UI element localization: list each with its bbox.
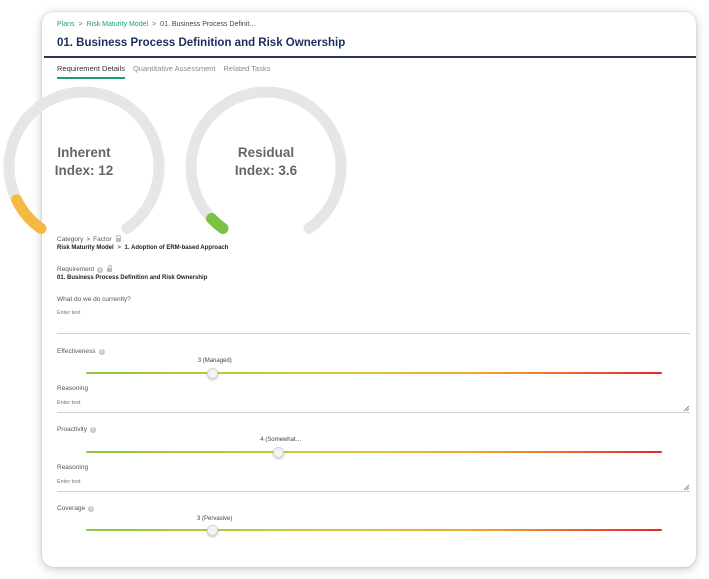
coverage-slider-track[interactable] bbox=[86, 529, 662, 531]
inherent-label-title: Inherent bbox=[57, 145, 111, 160]
chevron-right-icon: > bbox=[117, 245, 121, 251]
page-title: 01. Business Process Definition and Risk… bbox=[57, 37, 346, 49]
info-icon[interactable]: i bbox=[88, 505, 95, 512]
reasoning-2-input[interactable] bbox=[57, 477, 677, 487]
coverage-label-text: Coverage bbox=[57, 505, 86, 512]
tab-bar: Requirement Details Quantitative Assessm… bbox=[57, 64, 270, 79]
breadcrumb: Plans > Risk Maturity Model > 01. Busine… bbox=[57, 21, 256, 28]
inherent-index-label: Inherent Index: 12 bbox=[34, 144, 134, 180]
effectiveness-label: Effectiveness i bbox=[57, 348, 105, 355]
info-icon[interactable]: i bbox=[98, 348, 105, 355]
tab-requirement-details[interactable]: Requirement Details bbox=[57, 64, 125, 79]
inherent-label-value: Index: 12 bbox=[54, 163, 114, 178]
category-factor-label: Category > Factor bbox=[57, 235, 121, 243]
requirement-value: 01. Business Process Definition and Risk… bbox=[57, 275, 208, 281]
coverage-value: 3 (Pervasive) bbox=[197, 516, 233, 522]
reasoning-1-label-text: Reasoning bbox=[57, 385, 89, 392]
effectiveness-slider-track[interactable] bbox=[86, 372, 662, 374]
current-practice-label: What do we do currently? bbox=[57, 296, 131, 303]
reasoning-1-input[interactable] bbox=[57, 398, 677, 408]
reasoning-1-label: Reasoning bbox=[57, 385, 88, 392]
factor-label: Factor bbox=[93, 236, 112, 243]
residual-label-value: Index: 3.6 bbox=[234, 163, 298, 178]
category-value: Risk Maturity Model bbox=[57, 245, 114, 251]
proactivity-slider-thumb[interactable] bbox=[273, 447, 285, 458]
residual-index-label: Residual Index: 3.6 bbox=[216, 144, 316, 180]
current-practice-underline bbox=[57, 333, 690, 334]
tab-related-tasks[interactable]: Related Tasks bbox=[223, 64, 271, 73]
current-practice-input[interactable] bbox=[57, 308, 677, 318]
coverage-label: Coverage i bbox=[57, 505, 95, 512]
category-factor-value: Risk Maturity Model > 1. Adoption of ERM… bbox=[57, 245, 228, 251]
resize-handle-icon[interactable] bbox=[684, 485, 689, 490]
category-label: Category bbox=[57, 236, 84, 243]
requirement-label: Requirement i bbox=[57, 265, 113, 273]
lock-icon bbox=[115, 235, 121, 242]
proactivity-label-text: Proactivity bbox=[57, 426, 87, 433]
info-icon[interactable]: i bbox=[89, 426, 96, 433]
info-icon[interactable]: i bbox=[97, 266, 104, 273]
chevron-right-icon: > bbox=[86, 236, 91, 243]
reasoning-2-label-text: Reasoning bbox=[57, 464, 89, 471]
effectiveness-slider-thumb[interactable] bbox=[207, 368, 219, 379]
effectiveness-value: 3 (Managed) bbox=[197, 358, 232, 364]
chevron-right-icon: > bbox=[152, 21, 157, 28]
inherent-gauge-fill bbox=[11, 194, 47, 234]
reasoning-1-underline bbox=[57, 412, 690, 413]
factor-value: 1. Adoption of ERM-based Approach bbox=[124, 245, 229, 251]
proactivity-value: 4 (Somewhat… bbox=[260, 437, 302, 443]
breadcrumb-risk-maturity-link[interactable]: Risk Maturity Model bbox=[86, 21, 149, 28]
proactivity-slider-track[interactable] bbox=[86, 451, 662, 453]
effectiveness-label-text: Effectiveness bbox=[57, 348, 96, 355]
tab-quantitative-assessment[interactable]: Quantitative Assessment bbox=[132, 64, 216, 73]
reasoning-2-label: Reasoning bbox=[57, 464, 88, 471]
residual-label-title: Residual bbox=[237, 145, 295, 160]
breadcrumb-plans-link[interactable]: Plans bbox=[57, 21, 75, 28]
requirement-label-text: Requirement bbox=[57, 266, 95, 273]
coverage-slider-thumb[interactable] bbox=[207, 525, 219, 536]
breadcrumb-current: 01. Business Process Definit… bbox=[160, 21, 257, 28]
lock-icon bbox=[107, 265, 113, 272]
resize-handle-icon[interactable] bbox=[684, 406, 689, 411]
proactivity-label: Proactivity i bbox=[57, 426, 96, 433]
current-practice-label-text: What do we do currently? bbox=[57, 296, 131, 303]
chevron-right-icon: > bbox=[78, 21, 83, 28]
title-divider bbox=[44, 56, 696, 58]
reasoning-2-underline bbox=[57, 491, 690, 492]
